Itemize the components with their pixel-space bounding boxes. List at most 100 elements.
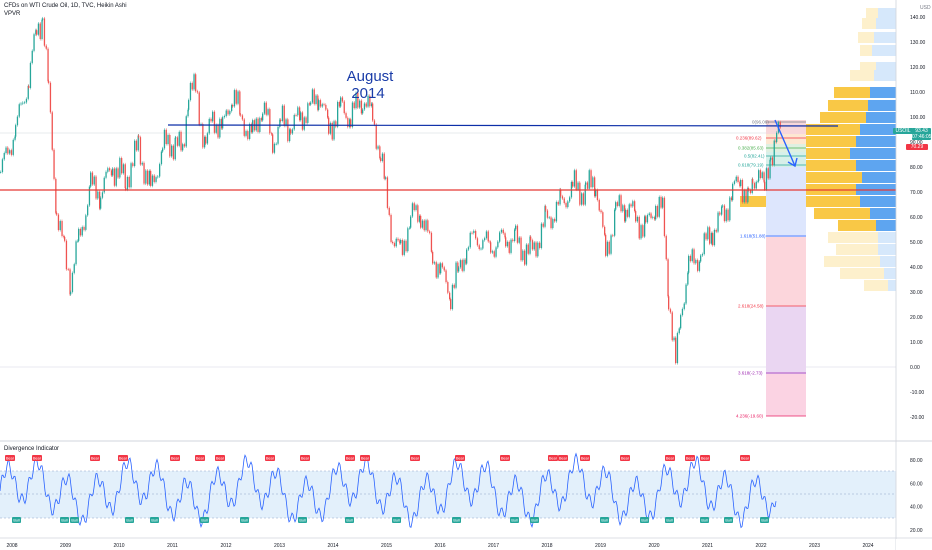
candle-body	[338, 101, 341, 107]
candle-body	[97, 191, 99, 199]
bear-signal-badge[interactable]	[548, 455, 558, 461]
indicator-divergence[interactable]: Divergence Indicator	[4, 446, 60, 452]
bull-signal-badge[interactable]	[700, 517, 709, 523]
annotation-2014[interactable]: 2014	[351, 85, 384, 102]
bear-signal-badge[interactable]	[32, 455, 42, 461]
oscillator-axis[interactable]: 80.00 60.00 40.00 20.00	[910, 458, 923, 534]
candle-body	[610, 235, 612, 254]
bear-signal-badge[interactable]	[700, 455, 710, 461]
bear-signal-badge[interactable]	[345, 455, 355, 461]
candle-body	[215, 125, 217, 133]
annotation-august[interactable]: August	[347, 68, 395, 85]
bear-signal-badge[interactable]	[580, 455, 590, 461]
candle-body	[495, 247, 497, 257]
fib-zone	[766, 237, 806, 306]
candle-body	[204, 136, 206, 148]
candle-body	[751, 178, 753, 193]
candle-body	[740, 179, 742, 186]
candle-body	[64, 236, 66, 241]
bull-signal-badge[interactable]	[150, 517, 159, 523]
bull-signal-badge[interactable]	[298, 517, 307, 523]
bull-signal-badge[interactable]	[724, 517, 733, 523]
price-axis[interactable]: 140.00 130.00 120.00 110.00 100.00 90.00 80.00…	[910, 15, 926, 421]
bull-signal-badge[interactable]	[200, 517, 209, 523]
bull-signal-badge[interactable]	[392, 517, 401, 523]
candle-body	[42, 18, 44, 20]
fib-zone	[766, 160, 806, 167]
fib-level-label: 2.618(24.58)	[738, 304, 764, 309]
bear-signal-badge[interactable]	[5, 455, 15, 461]
bull-signal-badge[interactable]	[12, 517, 21, 523]
candle-body	[545, 206, 547, 211]
symbol-price-tag[interactable]: USOIL	[893, 128, 913, 134]
bear-signal-badge[interactable]	[265, 455, 275, 461]
vp-bar-down	[874, 32, 896, 43]
price-tick-label: 70.00	[910, 190, 923, 196]
indicator-vpvr[interactable]: VPVR	[4, 11, 21, 17]
bull-signal-label: Bull	[393, 519, 399, 523]
bear-signal-badge[interactable]	[500, 455, 510, 461]
symbol-title[interactable]: CFDs on WTI Crude Oil, 1D, TVC, Heikin A…	[4, 3, 127, 9]
candle-body	[37, 23, 40, 35]
price-tick-label: 50.00	[910, 240, 923, 246]
price-tick-label: 140.00	[910, 15, 926, 21]
bull-signal-badge[interactable]	[345, 517, 354, 523]
bear-signal-badge[interactable]	[620, 455, 630, 461]
projection-arrow[interactable]	[774, 119, 796, 167]
candle-body	[605, 234, 607, 256]
candle-body	[586, 182, 589, 189]
bear-signal-badge[interactable]	[740, 455, 750, 461]
level-price-tag[interactable]: 70.29	[906, 144, 928, 150]
candle-body	[27, 85, 29, 99]
candle-body	[329, 122, 332, 134]
bear-signal-badge[interactable]	[360, 455, 370, 461]
bear-signal-badge[interactable]	[215, 455, 225, 461]
bear-signal-badge[interactable]	[455, 455, 465, 461]
bear-signal-badge[interactable]	[170, 455, 180, 461]
time-axis[interactable]: 2008 2009 2010 2011 2012 2013 2014 2015 2016 2017…	[6, 543, 873, 549]
candle-body	[764, 181, 766, 190]
bull-signal-badge[interactable]	[530, 517, 539, 523]
candle-body	[735, 176, 737, 182]
candle-body	[502, 229, 504, 234]
bull-signal-badge[interactable]	[760, 517, 769, 523]
candle-body	[174, 137, 176, 160]
symbol-tag: USOIL	[895, 128, 911, 134]
bear-signal-badge[interactable]	[410, 455, 420, 461]
bull-signal-badge[interactable]	[125, 517, 134, 523]
candle-body	[297, 107, 299, 116]
bull-signal-badge[interactable]	[510, 517, 519, 523]
candle-body	[357, 92, 359, 108]
bear-signal-badge[interactable]	[685, 455, 695, 461]
candle-body	[240, 114, 242, 116]
bull-signal-badge[interactable]	[640, 517, 649, 523]
candle-body	[130, 163, 132, 188]
bear-signal-badge[interactable]	[195, 455, 205, 461]
bull-signal-badge[interactable]	[452, 517, 461, 523]
bull-signal-badge[interactable]	[240, 517, 249, 523]
bear-signal-badge[interactable]	[558, 455, 568, 461]
candle-body	[222, 117, 224, 129]
bull-signal-badge[interactable]	[60, 517, 69, 523]
candle-body	[99, 191, 101, 209]
bull-signal-badge[interactable]	[665, 517, 674, 523]
candle-body	[455, 262, 457, 288]
vp-bar-up	[820, 112, 866, 123]
candle-body	[137, 135, 139, 151]
candle-body	[594, 177, 596, 197]
bull-signal-badge[interactable]	[600, 517, 609, 523]
candle-body	[504, 233, 506, 238]
bear-signal-badge[interactable]	[90, 455, 100, 461]
bear-signal-badge[interactable]	[665, 455, 675, 461]
vp-bar-up	[828, 100, 868, 111]
price-tick-label: 80.00	[910, 165, 923, 171]
bear-signal-label: Bear	[361, 457, 370, 461]
resistance-line-blue[interactable]	[167, 124, 839, 127]
candle-body	[245, 131, 247, 136]
bull-signal-badge[interactable]	[70, 517, 79, 523]
bear-signal-badge[interactable]	[300, 455, 310, 461]
candle-body	[499, 232, 501, 242]
bear-signal-badge[interactable]	[118, 455, 128, 461]
last-price-tag[interactable]: 93.43 07:46:05	[912, 128, 931, 140]
